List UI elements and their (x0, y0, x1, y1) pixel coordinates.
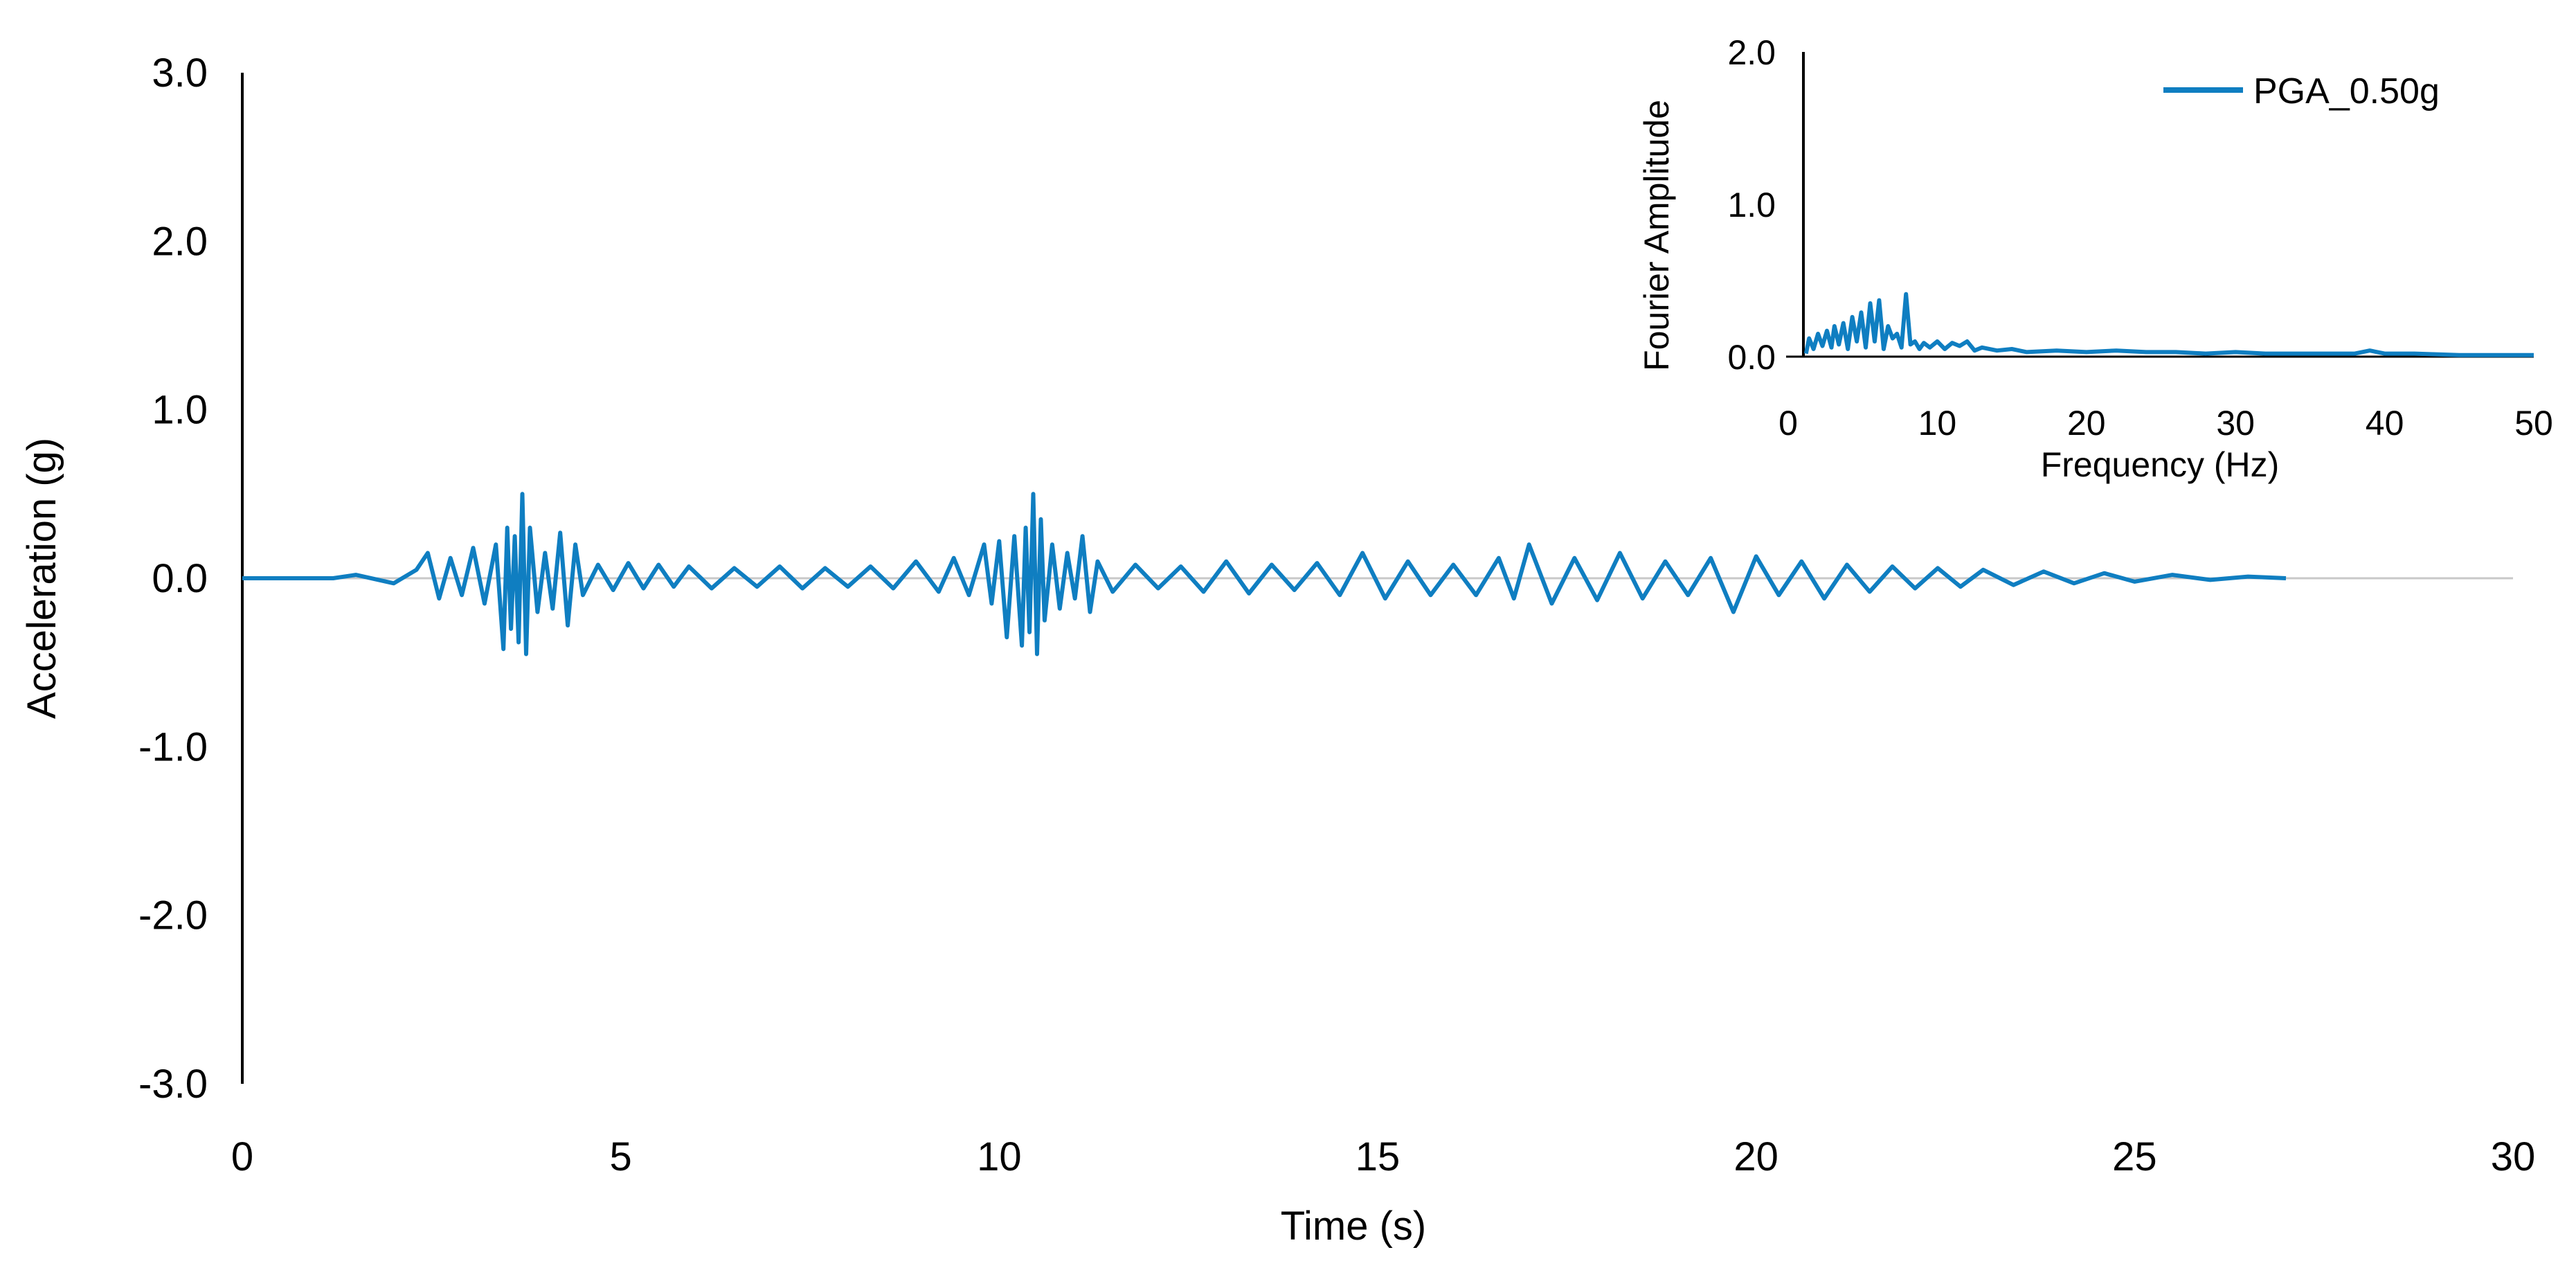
main-x-tick-label: 30 (2491, 1134, 2536, 1179)
inset-x-axis-title: Frequency (Hz) (2041, 445, 2280, 484)
main-x-tick-label: 10 (977, 1134, 1022, 1179)
main-y-tick-label: 0.0 (152, 556, 208, 601)
main-chart: 3.0 2.0 1.0 0.0 -1.0 -2.0 -3.0 0 5 10 15 20 25 30 Ti… (19, 51, 2535, 1249)
inset-y-tick-label: 2.0 (1727, 33, 1776, 72)
main-x-tick-labels: 0 5 10 15 20 25 30 (231, 1134, 2535, 1179)
inset-x-tick-label: 20 (2067, 404, 2106, 443)
main-x-tick-label: 20 (1733, 1134, 1778, 1179)
main-y-tick-label: 1.0 (152, 388, 208, 433)
main-y-tick-label: -1.0 (138, 724, 208, 769)
inset-legend: PGA_0.50g (2163, 71, 2440, 111)
main-y-tick-labels: 3.0 2.0 1.0 0.0 -1.0 -2.0 -3.0 (138, 51, 208, 1107)
legend-label-pga: PGA_0.50g (2253, 71, 2440, 111)
inset-y-axis-title: Fourier Amplitude (1637, 100, 1676, 371)
main-x-tick-label: 5 (610, 1134, 632, 1179)
inset-y-tick-label: 0.0 (1727, 338, 1776, 377)
inset-x-tick-label: 50 (2514, 404, 2553, 443)
inset-x-tick-label: 0 (1778, 404, 1798, 443)
main-y-tick-label: 3.0 (152, 51, 208, 96)
fourier-spectrum-inset-chart: 2.0 1.0 0.0 0 10 20 30 40 50 Frequency (Hz) Fou… (1637, 33, 2553, 484)
inset-y-tick-labels: 2.0 1.0 0.0 (1727, 33, 1776, 377)
main-y-tick-label: 2.0 (152, 219, 208, 264)
main-x-tick-label: 25 (2112, 1134, 2157, 1179)
main-y-tick-label: -2.0 (138, 893, 208, 938)
inset-x-tick-labels: 0 10 20 30 40 50 (1778, 404, 2553, 443)
main-y-axis-title: Acceleration (g) (19, 438, 64, 719)
inset-x-tick-label: 10 (1918, 404, 1957, 443)
main-x-axis-title: Time (s) (1281, 1204, 1426, 1249)
acceleration-series-line (242, 492, 2287, 657)
inset-x-tick-label: 40 (2366, 404, 2404, 443)
inset-y-tick-label: 1.0 (1727, 186, 1776, 224)
inset-x-tick-label: 30 (2216, 404, 2255, 443)
main-x-tick-label: 15 (1355, 1134, 1400, 1179)
main-y-tick-label: -3.0 (138, 1062, 208, 1107)
main-x-tick-label: 0 (231, 1134, 253, 1179)
fourier-amplitude-series-line (1803, 292, 2534, 357)
